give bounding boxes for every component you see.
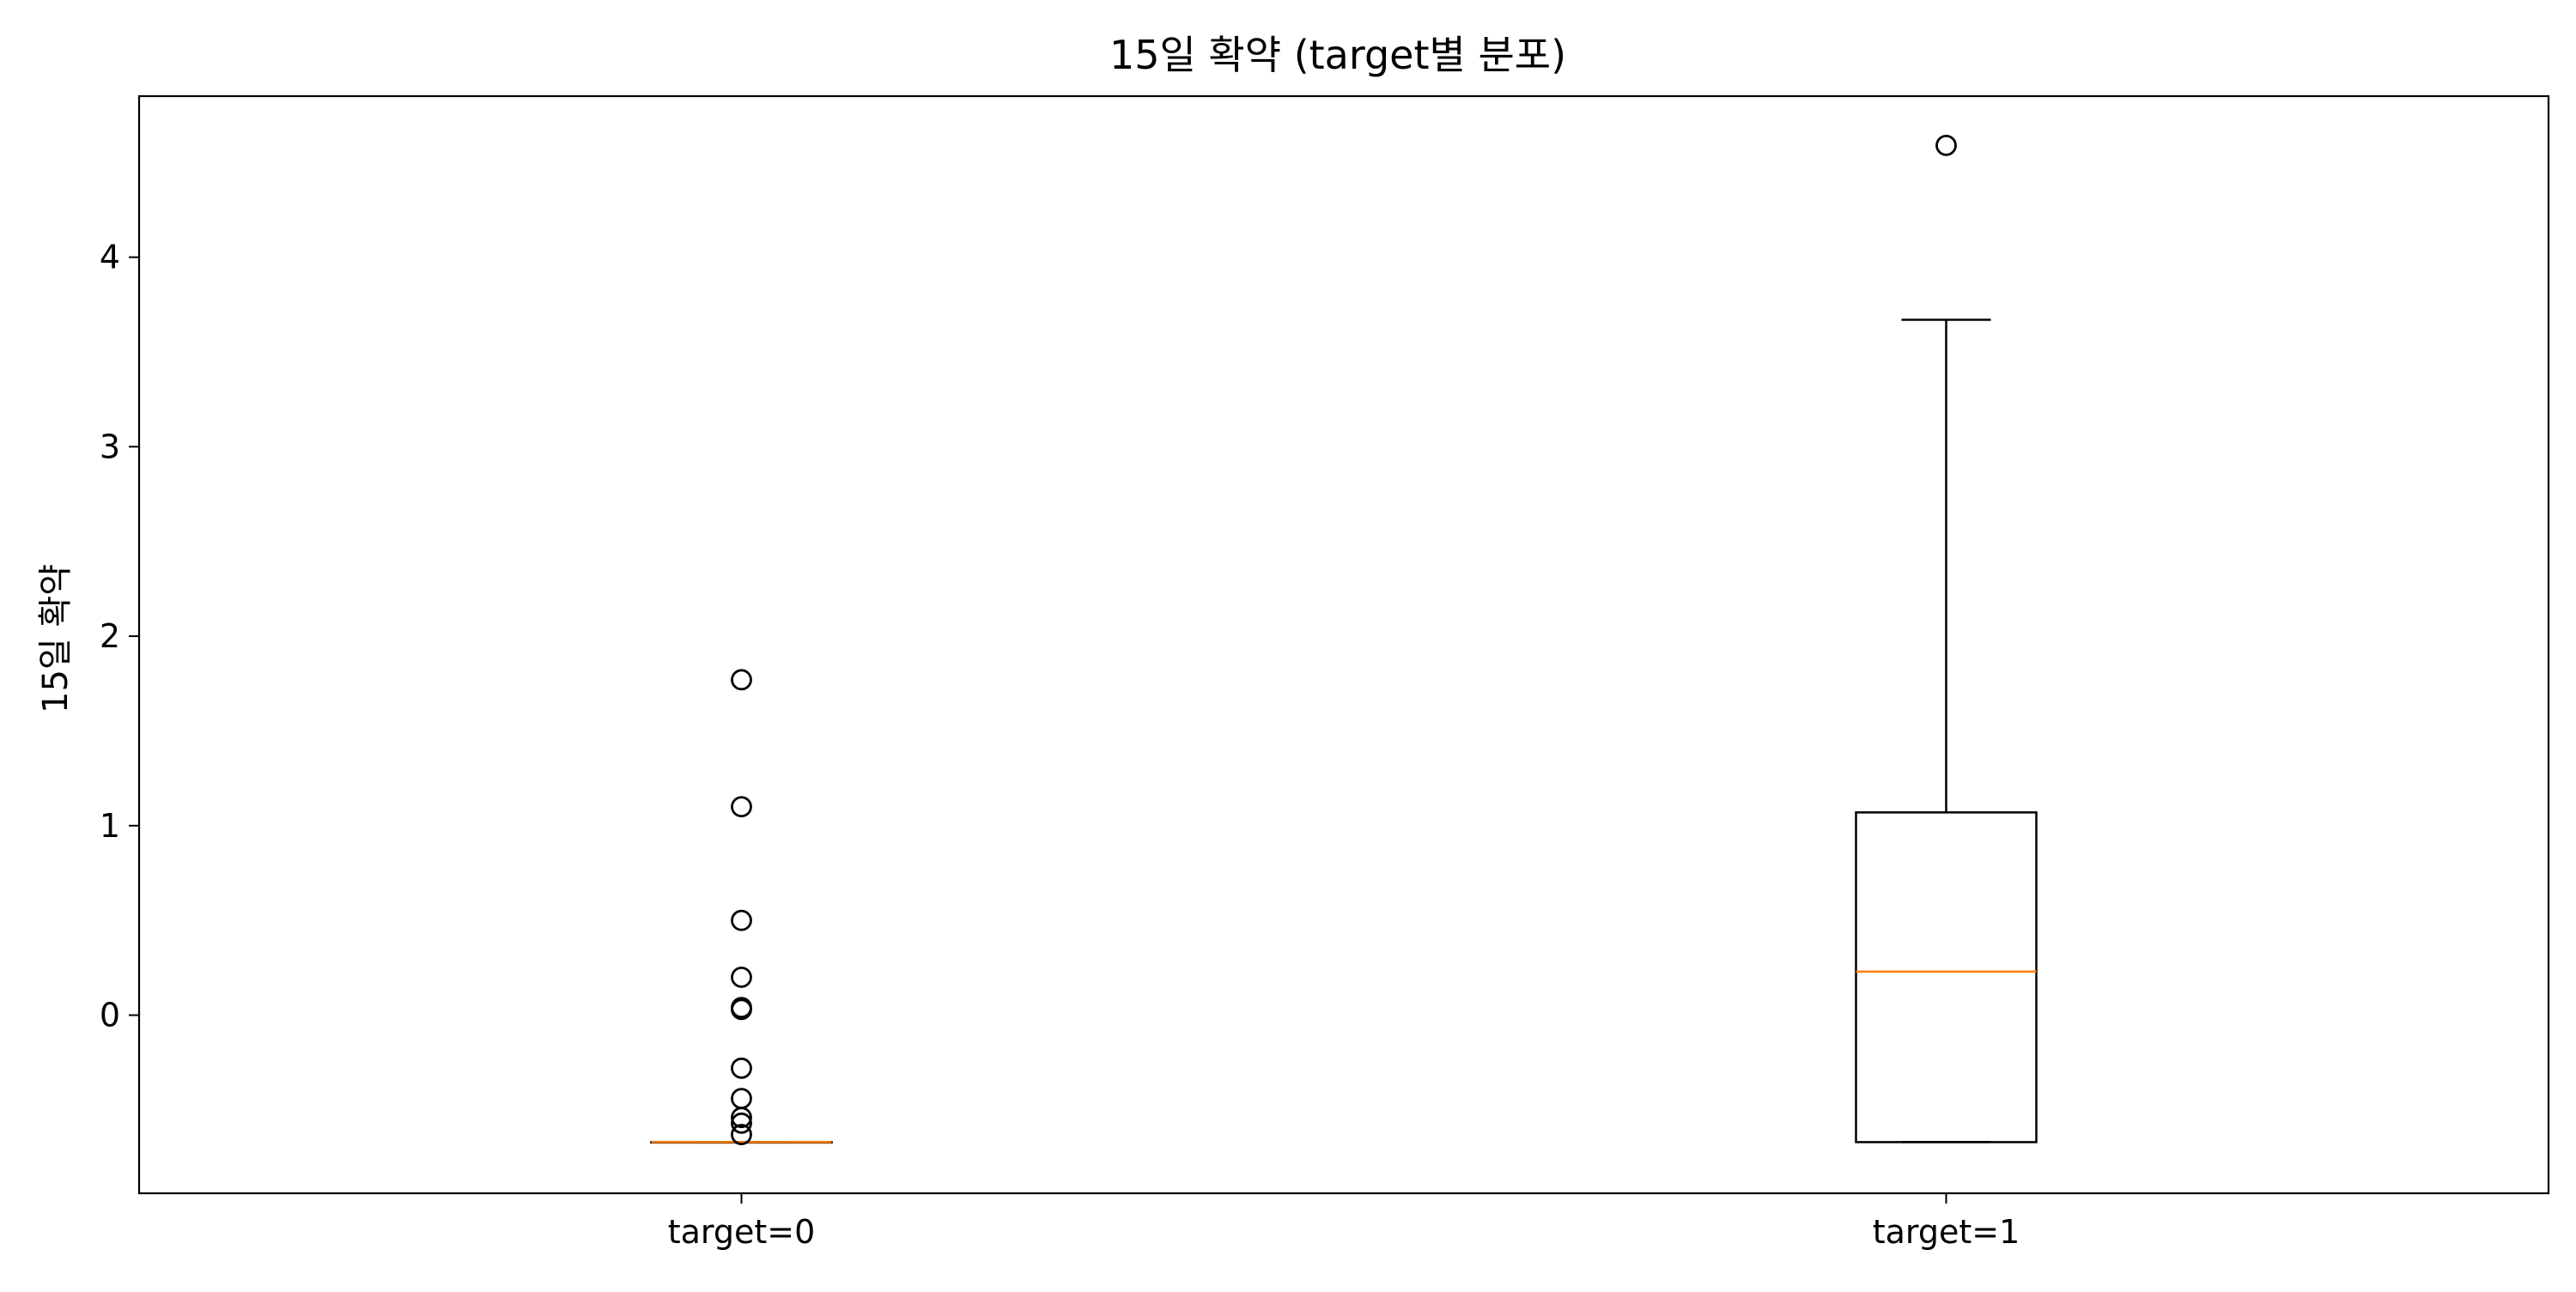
y-tick-label: 4 — [100, 239, 120, 276]
x-axis: target=0 target=1 — [668, 1193, 2020, 1251]
plot-area: 0 1 2 3 4 target=0 target=1 — [100, 94, 2550, 1251]
box-iqr — [1855, 811, 2038, 1143]
outlier-point — [731, 669, 752, 691]
outlier-point — [731, 966, 752, 988]
y-axis: 0 1 2 3 4 — [100, 239, 139, 1034]
x-tick-label: target=1 — [1873, 1213, 2020, 1251]
outlier-point — [731, 909, 752, 931]
outlier-point — [731, 1112, 752, 1134]
box-group-target=0 — [650, 669, 833, 1145]
outlier-point — [731, 796, 752, 818]
x-tick-label: target=0 — [668, 1213, 816, 1251]
chart-title: 15일 확약 (target별 분포) — [1109, 32, 1566, 78]
outlier-point — [731, 1057, 752, 1079]
outlier-point — [731, 998, 752, 1021]
y-tick-label: 3 — [100, 428, 120, 465]
box-group-target=1 — [1855, 134, 2038, 1143]
outlier-point — [1935, 134, 1957, 156]
y-tick-label: 2 — [100, 617, 120, 655]
y-tick-label: 0 — [100, 997, 120, 1034]
outlier-point — [731, 1107, 752, 1129]
y-axis-label: 15일 확약 — [36, 564, 76, 713]
outlier-point — [731, 1088, 752, 1110]
y-tick-label: 1 — [100, 807, 120, 845]
axes-frame — [137, 94, 2550, 1195]
outlier-point — [731, 1124, 752, 1145]
